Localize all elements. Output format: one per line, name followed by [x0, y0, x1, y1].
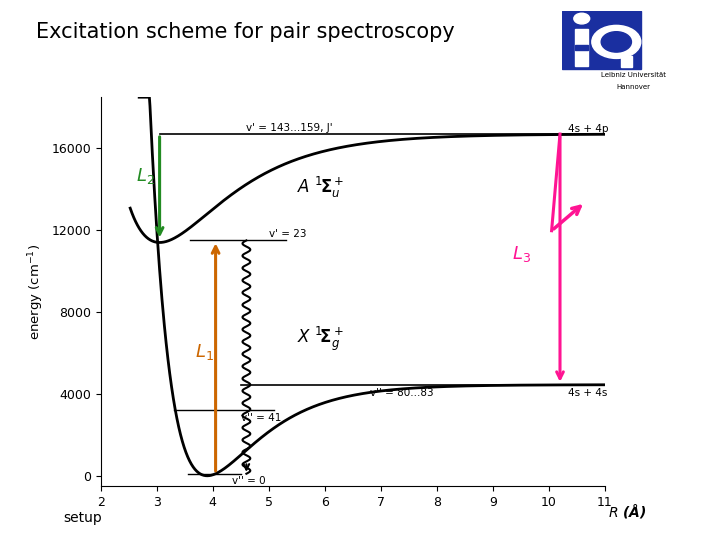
Circle shape [574, 13, 590, 24]
Text: setup: setup [63, 511, 102, 525]
Text: $L_3$: $L_3$ [513, 245, 531, 265]
FancyBboxPatch shape [562, 11, 641, 69]
Text: Leibniz Universität: Leibniz Universität [601, 72, 666, 78]
Text: $R$ (Å): $R$ (Å) [608, 502, 646, 521]
Bar [575, 45, 588, 50]
Bar [575, 29, 588, 66]
Circle shape [592, 25, 641, 58]
Text: $L_1$: $L_1$ [195, 342, 214, 362]
Text: $X\ ^1\!\mathbf{\Sigma}_g^+$: $X\ ^1\!\mathbf{\Sigma}_g^+$ [297, 325, 344, 353]
Text: $A\ ^1\!\mathbf{\Sigma}_u^+$: $A\ ^1\!\mathbf{\Sigma}_u^+$ [297, 176, 344, 200]
Text: v' = 143...159, J': v' = 143...159, J' [246, 123, 333, 133]
Circle shape [601, 32, 631, 52]
Text: 4s + 4s: 4s + 4s [568, 388, 608, 398]
Text: v'' = 0: v'' = 0 [233, 476, 266, 486]
Text: v' = 23: v' = 23 [269, 229, 306, 239]
Text: Hannover: Hannover [616, 84, 651, 90]
Text: v'' = 41: v'' = 41 [240, 413, 282, 422]
Text: Excitation scheme for pair spectroscopy: Excitation scheme for pair spectroscopy [36, 22, 455, 42]
Text: v'' = 80...83: v'' = 80...83 [369, 388, 433, 398]
FancyBboxPatch shape [621, 56, 632, 67]
Text: $L_2$: $L_2$ [135, 166, 154, 186]
Y-axis label: energy (cm$^{-1}$): energy (cm$^{-1}$) [26, 244, 46, 340]
Text: 4s + 4p: 4s + 4p [568, 124, 609, 134]
